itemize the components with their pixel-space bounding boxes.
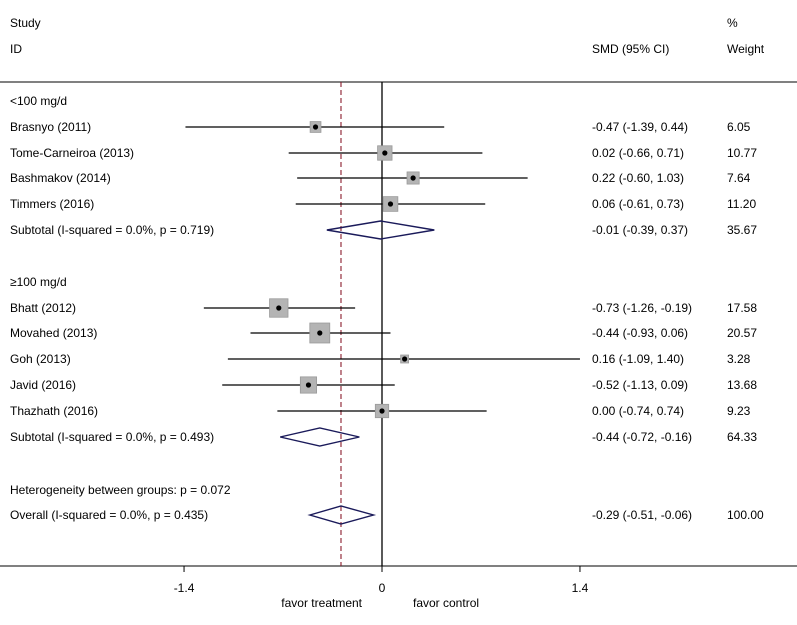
study-label: Bashmakov (2014): [10, 171, 111, 185]
smd-ci-value: 0.16 (-1.09, 1.40): [592, 352, 684, 366]
study-label: Movahed (2013): [10, 326, 97, 340]
x-tick-label: 1.4: [572, 581, 589, 595]
smd-ci-value: -0.01 (-0.39, 0.37): [592, 223, 688, 237]
study-label: Thazhath (2016): [10, 404, 98, 418]
overall-diamond: [307, 505, 377, 525]
study-label: Javid (2016): [10, 378, 76, 392]
smd-ci-value: -0.29 (-0.51, -0.06): [592, 508, 692, 522]
x-axis-ticks: -1.4 0 1.4: [174, 566, 589, 595]
point-estimate: [317, 330, 323, 336]
smd-ci-value: -0.44 (-0.93, 0.06): [592, 326, 688, 340]
reference-lines: [340, 82, 383, 566]
study-label: Timmers (2016): [10, 197, 94, 211]
weight-value: 20.57: [727, 326, 757, 340]
study-label: Brasnyo (2011): [10, 120, 91, 134]
weight-value: 6.05: [727, 120, 751, 134]
group-label: <100 mg/d: [10, 94, 67, 108]
subtotal-diamond: [326, 220, 435, 240]
study-row: Bhatt (2012) -0.73 (-1.26, -0.19) 17.58: [10, 298, 757, 318]
study-row: Tome-Carneiroa (2013) 0.02 (-0.66, 0.71) 1…: [10, 145, 757, 161]
point-estimate: [410, 175, 416, 181]
x-caption-right: favor control: [413, 596, 479, 610]
group-label: ≥100 mg/d: [10, 275, 67, 289]
heterogeneity-label: Heterogeneity between groups: p = 0.072: [10, 483, 231, 497]
smd-ci-value: 0.00 (-0.74, 0.74): [592, 404, 684, 418]
x-tick-label: 0: [379, 581, 386, 595]
overall: Overall (I-squared = 0.0%, p = 0.435) -0.…: [10, 505, 764, 525]
smd-ci-value: -0.73 (-1.26, -0.19): [592, 301, 692, 315]
study-label: Goh (2013): [10, 352, 71, 366]
weight-value: 10.77: [727, 146, 757, 160]
x-caption-left: favor treatment: [281, 596, 362, 610]
point-estimate: [305, 382, 312, 388]
subtotal-diamond: [280, 427, 360, 447]
study-row: Movahed (2013) -0.44 (-0.93, 0.06) 20.57: [10, 322, 757, 344]
point-estimate: [382, 150, 388, 156]
x-tick-label: -1.4: [174, 581, 195, 595]
study-row: Bashmakov (2014) 0.22 (-0.60, 1.03) 7.64: [10, 171, 751, 185]
study-row: Thazhath (2016) 0.00 (-0.74, 0.74) 9.23: [10, 403, 751, 419]
weight-value: 100.00: [727, 508, 764, 522]
weight-value: 64.33: [727, 430, 757, 444]
subtotal-label: Subtotal (I-squared = 0.0%, p = 0.719): [10, 223, 214, 237]
point-estimate: [312, 124, 319, 130]
weight-value: 17.58: [727, 301, 757, 315]
header-weight: Weight: [727, 42, 765, 56]
study-label: Tome-Carneiroa (2013): [10, 146, 134, 160]
subtotal: Subtotal (I-squared = 0.0%, p = 0.493) -0…: [10, 427, 757, 447]
point-estimate: [379, 408, 385, 414]
weight-value: 9.23: [727, 404, 751, 418]
smd-ci-value: -0.47 (-1.39, 0.44): [592, 120, 688, 134]
weight-value: 13.68: [727, 378, 757, 392]
study-row: Brasnyo (2011) -0.47 (-1.39, 0.44) 6.05: [10, 120, 751, 134]
smd-ci-value: 0.06 (-0.61, 0.73): [592, 197, 684, 211]
overall-label: Overall (I-squared = 0.0%, p = 0.435): [10, 508, 208, 522]
smd-ci-value: -0.52 (-1.13, 0.09): [592, 378, 688, 392]
forest-rows: <100 mg/d Brasnyo (2011) -0.47 (-1.39, 0.4…: [10, 94, 764, 525]
study-row: Timmers (2016) 0.06 (-0.61, 0.73) 11.20: [10, 196, 756, 212]
subtotal: Subtotal (I-squared = 0.0%, p = 0.719) -0…: [10, 220, 757, 240]
point-estimate: [276, 305, 282, 311]
subtotal-label: Subtotal (I-squared = 0.0%, p = 0.493): [10, 430, 214, 444]
smd-ci-value: 0.22 (-0.60, 1.03): [592, 171, 684, 185]
study-label: Bhatt (2012): [10, 301, 76, 315]
header-id: ID: [10, 42, 22, 56]
study-row: Goh (2013) 0.16 (-1.09, 1.40) 3.28: [10, 352, 751, 366]
header-smd: SMD (95% CI): [592, 42, 669, 56]
header-percent: %: [727, 16, 738, 30]
weight-value: 11.20: [727, 197, 756, 211]
weight-value: 7.64: [727, 171, 751, 185]
smd-ci-value: -0.44 (-0.72, -0.16): [592, 430, 692, 444]
study-row: Javid (2016) -0.52 (-1.13, 0.09) 13.68: [10, 376, 757, 394]
point-estimate: [402, 356, 408, 362]
header-study: Study: [10, 16, 41, 30]
smd-ci-value: 0.02 (-0.66, 0.71): [592, 146, 684, 160]
weight-value: 35.67: [727, 223, 757, 237]
weight-value: 3.28: [727, 352, 751, 366]
point-estimate: [387, 201, 394, 207]
